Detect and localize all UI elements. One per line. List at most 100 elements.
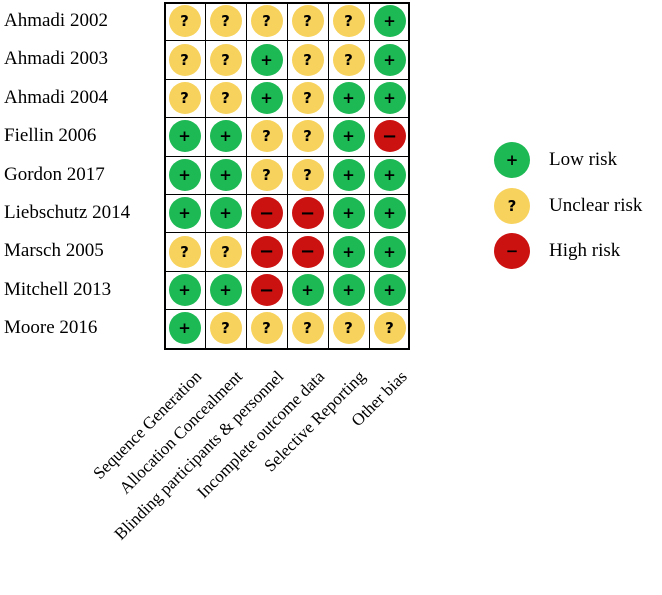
risk-low-icon: + — [373, 43, 406, 76]
risk-unclear-icon: ? — [250, 5, 283, 38]
grid-row-divider — [166, 270, 408, 272]
risk-low-icon: + — [373, 5, 406, 38]
study-label: Ahmadi 2003 — [4, 48, 108, 70]
risk-symbol: − — [258, 241, 275, 263]
risk-symbol: − — [299, 202, 316, 224]
study-label: Mitchell 2013 — [4, 278, 112, 300]
risk-low-icon: + — [332, 197, 365, 230]
risk-low-icon: + — [250, 43, 283, 76]
risk-symbol: + — [383, 89, 396, 107]
risk-unclear-icon: ? — [291, 43, 324, 76]
risk-low-icon: + — [332, 120, 365, 153]
risk-unclear-icon: ? — [209, 43, 242, 76]
domain-label: Blinding participants & personnel — [110, 366, 287, 544]
risk-high-icon: − — [291, 197, 324, 230]
grid-column-divider — [369, 4, 370, 348]
risk-symbol: + — [383, 281, 396, 299]
risk-unclear-icon: ? — [168, 235, 201, 268]
risk-low-icon: + — [373, 274, 406, 306]
risk-low-icon: + — [209, 158, 242, 191]
risk-unclear-icon: ? — [250, 158, 283, 191]
risk-symbol: + — [260, 50, 273, 69]
risk-high-icon: − — [250, 197, 283, 230]
risk-symbol: − — [299, 241, 316, 263]
risk-symbol: + — [342, 89, 355, 107]
risk-symbol: + — [383, 165, 396, 184]
risk-unclear-icon: ? — [209, 312, 242, 345]
risk-symbol: ? — [180, 89, 189, 107]
grid-column-divider — [287, 4, 288, 348]
legend-label: Unclear risk — [549, 195, 643, 216]
legend-unclear-icon: ? — [494, 188, 530, 224]
risk-low-icon: + — [209, 120, 242, 153]
risk-symbol: ? — [303, 50, 312, 69]
legend-label: High risk — [549, 240, 621, 261]
risk-symbol: + — [219, 165, 232, 184]
risk-symbol: ? — [180, 12, 189, 31]
risk-unclear-icon: ? — [250, 312, 283, 345]
risk-symbol: + — [178, 281, 191, 299]
risk-symbol: ? — [303, 12, 312, 31]
risk-symbol: + — [383, 204, 396, 223]
risk-symbol: − — [258, 279, 275, 301]
legend-symbol: − — [505, 242, 519, 260]
risk-unclear-icon: ? — [291, 82, 324, 114]
risk-symbol: ? — [221, 50, 230, 69]
risk-low-icon: + — [209, 274, 242, 306]
risk-unclear-icon: ? — [291, 120, 324, 153]
risk-symbol: + — [219, 204, 232, 223]
risk-low-icon: + — [168, 120, 201, 153]
risk-symbol: ? — [221, 12, 230, 31]
risk-low-icon: + — [373, 235, 406, 268]
risk-low-icon: + — [168, 197, 201, 230]
risk-symbol: + — [342, 204, 355, 223]
risk-unclear-icon: ? — [209, 82, 242, 114]
risk-symbol: + — [178, 165, 191, 184]
risk-low-icon: + — [373, 197, 406, 230]
risk-symbol: ? — [180, 50, 189, 69]
risk-symbol: ? — [262, 165, 271, 184]
study-label: Ahmadi 2004 — [4, 86, 108, 108]
risk-symbol: + — [260, 89, 273, 107]
risk-low-icon: + — [209, 197, 242, 230]
grid-row-divider — [166, 117, 408, 119]
risk-symbol: ? — [344, 50, 353, 69]
risk-symbol: − — [381, 125, 398, 147]
risk-symbol: + — [342, 242, 355, 261]
study-label: Marsch 2005 — [4, 240, 104, 262]
legend-low-icon: + — [494, 142, 530, 178]
risk-symbol: ? — [303, 127, 312, 146]
legend-symbol: ? — [507, 197, 517, 215]
risk-symbol: ? — [262, 127, 271, 146]
risk-high-icon: − — [373, 120, 406, 153]
risk-low-icon: + — [168, 274, 201, 306]
risk-low-icon: + — [332, 82, 365, 114]
legend-label: Low risk — [549, 149, 618, 170]
study-label: Gordon 2017 — [4, 163, 105, 185]
risk-high-icon: − — [291, 235, 324, 268]
grid-column-divider — [246, 4, 247, 348]
risk-low-icon: + — [332, 235, 365, 268]
risk-low-icon: + — [332, 274, 365, 306]
risk-unclear-icon: ? — [168, 82, 201, 114]
risk-symbol: + — [178, 127, 191, 146]
grid-row-divider — [166, 78, 408, 80]
risk-unclear-icon: ? — [250, 120, 283, 153]
risk-unclear-icon: ? — [332, 312, 365, 345]
risk-low-icon: + — [168, 312, 201, 345]
risk-symbol: + — [383, 242, 396, 261]
risk-unclear-icon: ? — [209, 5, 242, 38]
risk-symbol: ? — [180, 242, 189, 261]
risk-symbol: + — [342, 281, 355, 299]
risk-symbol: ? — [344, 12, 353, 31]
grid-row-divider — [166, 309, 408, 311]
risk-high-icon: − — [250, 235, 283, 268]
risk-low-icon: + — [373, 158, 406, 191]
grid-row-divider — [166, 155, 408, 157]
risk-low-icon: + — [373, 82, 406, 114]
risk-high-icon: − — [250, 274, 283, 306]
risk-symbol: + — [219, 127, 232, 146]
grid-row-divider — [166, 232, 408, 234]
risk-symbol: + — [342, 127, 355, 146]
risk-low-icon: + — [250, 82, 283, 114]
